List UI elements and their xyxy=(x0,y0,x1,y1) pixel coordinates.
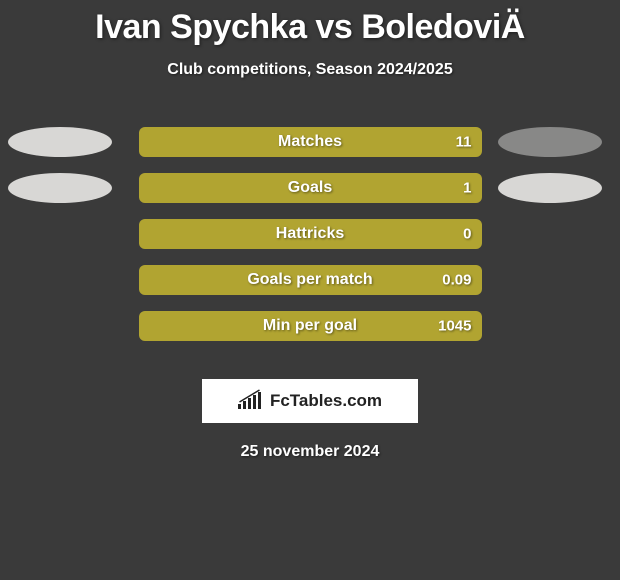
player-left-marker xyxy=(8,173,112,203)
date-text: 25 november 2024 xyxy=(241,443,380,461)
stat-bar: Hattricks 0 xyxy=(139,219,482,249)
stat-value: 1045 xyxy=(438,318,471,335)
comparison-card: Ivan Spychka vs BoledoviÄ Club competiti… xyxy=(0,0,620,461)
stat-row-gpm: Goals per match 0.09 xyxy=(0,257,620,303)
stat-label: Goals per match xyxy=(247,271,372,289)
stat-row-mpg: Min per goal 1045 xyxy=(0,303,620,349)
stat-value: 0 xyxy=(463,226,471,243)
stat-value: 0.09 xyxy=(442,272,471,289)
stat-row-goals: Goals 1 xyxy=(0,165,620,211)
title: Ivan Spychka vs BoledoviÄ xyxy=(95,8,525,47)
stat-label: Hattricks xyxy=(276,225,344,243)
stat-value: 11 xyxy=(456,134,472,151)
stat-bar: Goals 1 xyxy=(139,173,482,203)
stat-row-matches: Matches 11 xyxy=(0,119,620,165)
stat-label: Min per goal xyxy=(263,317,357,335)
chart-icon xyxy=(238,389,264,414)
stat-value: 1 xyxy=(463,180,471,197)
stat-row-hattricks: Hattricks 0 xyxy=(0,211,620,257)
player-left-marker xyxy=(8,127,112,157)
logo-box: FcTables.com xyxy=(202,379,418,423)
stat-bar: Matches 11 xyxy=(139,127,482,157)
stat-bar: Min per goal 1045 xyxy=(139,311,482,341)
stat-label: Matches xyxy=(278,133,342,151)
subtitle: Club competitions, Season 2024/2025 xyxy=(167,61,452,79)
stat-label: Goals xyxy=(288,179,332,197)
player-right-marker xyxy=(498,127,602,157)
stat-bar: Goals per match 0.09 xyxy=(139,265,482,295)
stats-area: Matches 11 Goals 1 Hattricks 0 xyxy=(0,119,620,349)
player-right-marker xyxy=(498,173,602,203)
logo-text: FcTables.com xyxy=(270,391,382,411)
